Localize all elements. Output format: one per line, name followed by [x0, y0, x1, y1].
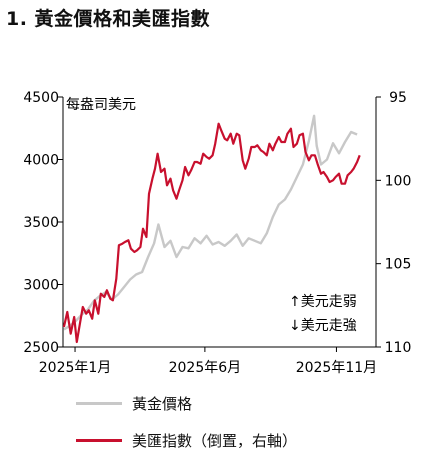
legend-item-usd: 美匯指數（倒置，右軸）	[76, 430, 297, 451]
x-tick-label: 2025年6月	[169, 360, 242, 376]
left-axis-ticks: 2500 3000 3500 4000 4500	[23, 90, 63, 356]
left-axis-unit: 每盎司美元	[66, 97, 136, 113]
page-title: 1. 黃金價格和美匯指數	[6, 8, 211, 30]
legend-swatch-gold	[76, 402, 122, 405]
right-tick-label: 110	[385, 340, 412, 356]
legend-item-gold: 黃金價格	[76, 393, 192, 414]
x-tick-label: 2025年11月	[296, 360, 377, 376]
annotation-usd-stronger: ↓美元走強	[289, 318, 357, 334]
left-tick-label: 2500	[23, 340, 59, 356]
series-layer	[62, 114, 361, 344]
legend-swatch-usd	[76, 439, 122, 442]
legend-label-usd: 美匯指數（倒置，右軸）	[132, 432, 298, 450]
annotation-usd-weaker: ↑美元走弱	[289, 294, 357, 310]
left-tick-label: 4500	[23, 90, 59, 106]
right-tick-label: 95	[389, 90, 407, 106]
usd-index-line	[62, 122, 361, 344]
right-axis-ticks: 95 100 105 110	[376, 90, 411, 356]
left-tick-label: 3500	[23, 215, 59, 231]
left-tick-label: 4000	[23, 153, 59, 169]
x-tick-label: 2025年1月	[39, 360, 112, 376]
left-tick-label: 3000	[23, 278, 59, 294]
legend-label-gold: 黃金價格	[132, 395, 193, 413]
x-axis-ticks: 2025年1月 2025年6月 2025年11月	[39, 347, 377, 376]
right-tick-label: 105	[385, 257, 412, 273]
right-tick-label: 100	[385, 173, 412, 189]
